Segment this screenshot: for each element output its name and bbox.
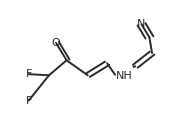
Text: NH: NH: [116, 71, 133, 81]
Text: N: N: [137, 19, 146, 29]
Text: F: F: [26, 96, 32, 106]
Text: F: F: [26, 69, 32, 79]
Text: O: O: [52, 38, 60, 48]
